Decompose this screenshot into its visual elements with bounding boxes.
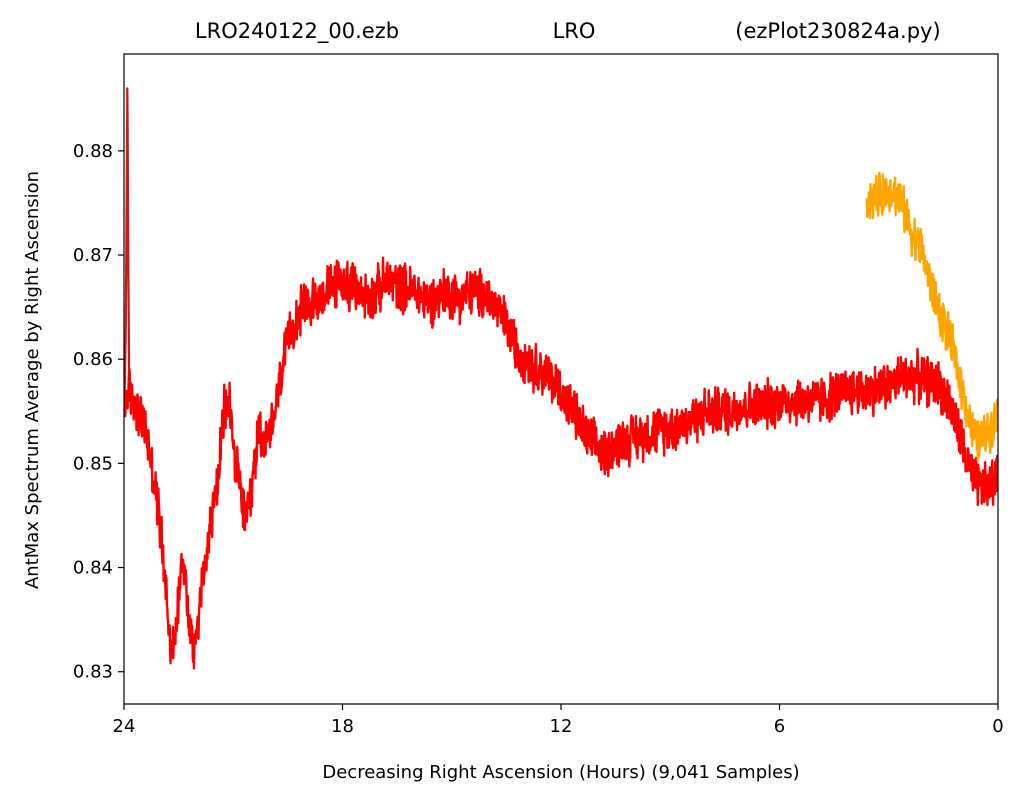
- y-tick-label: 0.88: [73, 141, 113, 162]
- chart-title: LRO240122_00.ezb LRO (ezPlot230824a.py): [195, 19, 941, 44]
- y-axis: 0.83 0.84 0.85 0.86 0.87 0.88: [73, 141, 124, 683]
- x-tick-label: 18: [331, 716, 354, 737]
- series-line-3: [124, 87, 131, 391]
- x-tick-label: 0: [992, 716, 1003, 737]
- x-tick-label: 24: [113, 716, 136, 737]
- series-line-1: [124, 256, 998, 670]
- y-axis-label: AntMax Spectrum Average by Right Ascensi…: [22, 171, 43, 589]
- title-filename: LRO240122_00.ezb: [195, 19, 399, 44]
- y-tick-label: 0.87: [73, 245, 113, 266]
- y-tick-label: 0.85: [73, 453, 113, 474]
- series-line-2: [865, 171, 998, 462]
- plot-series: [124, 87, 998, 670]
- x-tick-label: 12: [550, 716, 573, 737]
- y-tick-label: 0.86: [73, 349, 113, 370]
- x-tick-label: 6: [774, 716, 785, 737]
- y-tick-label: 0.83: [73, 662, 113, 683]
- x-axis-label: Decreasing Right Ascension (Hours) (9,04…: [322, 762, 799, 783]
- title-station: LRO: [553, 19, 596, 43]
- y-tick-label: 0.84: [73, 558, 113, 579]
- x-axis: 24 18 12 6 0: [113, 704, 1004, 737]
- title-script: (ezPlot230824a.py): [735, 19, 940, 43]
